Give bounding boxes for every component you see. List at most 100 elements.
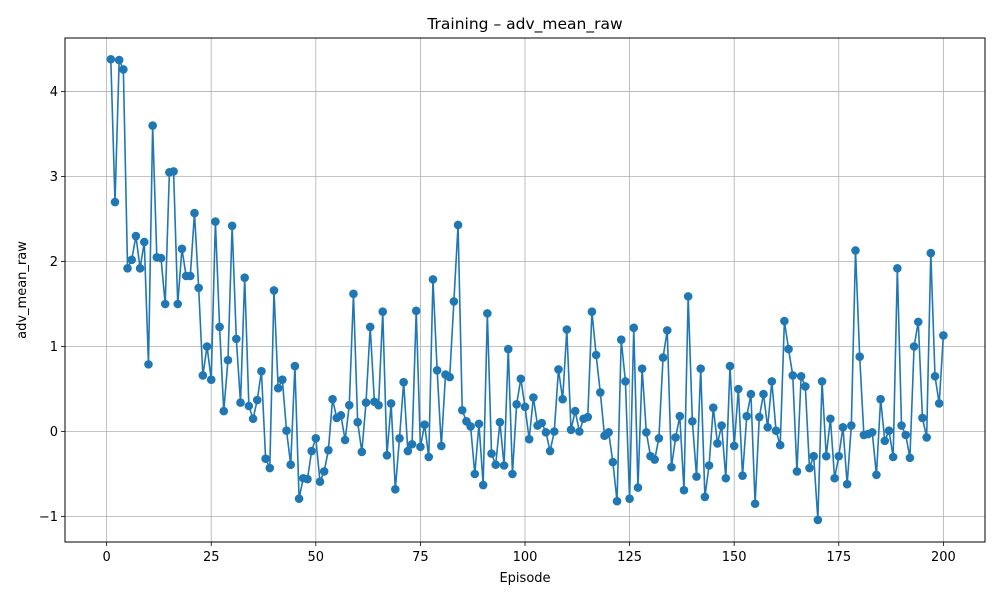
data-point <box>842 479 852 489</box>
data-point <box>796 371 806 381</box>
data-point <box>545 446 555 456</box>
data-point <box>855 352 864 362</box>
data-point <box>721 473 731 483</box>
data-point <box>591 350 601 360</box>
data-point <box>453 220 463 230</box>
data-point <box>775 440 785 450</box>
data-point <box>190 208 199 218</box>
data-point <box>353 417 362 427</box>
data-point <box>395 434 404 443</box>
data-point <box>608 457 618 467</box>
data-point <box>202 342 212 351</box>
data-point <box>432 366 442 375</box>
data-point <box>549 427 559 436</box>
data-point <box>913 317 923 327</box>
data-point <box>616 335 626 345</box>
data-point <box>738 471 747 481</box>
data-point <box>303 474 312 484</box>
data-point <box>457 405 467 415</box>
data-point <box>813 515 823 525</box>
data-point <box>930 371 940 381</box>
data-point <box>173 299 183 309</box>
x-tick-label: 0 <box>102 550 110 565</box>
data-point <box>248 414 258 424</box>
data-point <box>407 439 417 449</box>
data-point <box>587 307 597 316</box>
data-point <box>834 451 844 461</box>
data-point <box>324 445 333 455</box>
data-point <box>478 480 488 490</box>
data-point <box>688 417 697 426</box>
data-point <box>847 421 856 430</box>
data-point <box>784 344 793 354</box>
data-point <box>416 442 425 452</box>
data-point <box>683 292 693 301</box>
data-point <box>437 441 446 451</box>
y-tick-label: 4 <box>50 85 58 100</box>
x-tick-label: 100 <box>513 550 538 565</box>
data-point <box>742 411 752 421</box>
data-point <box>662 326 672 335</box>
data-point <box>792 467 802 476</box>
data-point <box>361 398 371 407</box>
data-point <box>922 433 931 442</box>
data-point <box>491 460 501 469</box>
data-point <box>625 494 634 503</box>
data-point <box>570 406 580 416</box>
x-tick-label: 150 <box>722 550 747 565</box>
data-point <box>529 393 538 402</box>
data-point <box>261 454 270 464</box>
data-point <box>449 297 459 306</box>
data-point <box>211 217 220 226</box>
data-point <box>186 271 195 281</box>
data-point <box>198 371 208 380</box>
data-point <box>654 434 664 443</box>
data-point <box>148 121 157 130</box>
y-tick-label: −1 <box>39 510 58 525</box>
data-point <box>759 389 768 399</box>
data-point <box>821 451 831 461</box>
data-point <box>169 167 178 176</box>
data-point <box>139 237 149 247</box>
data-point <box>897 421 906 430</box>
data-point <box>219 406 229 416</box>
data-point <box>131 231 141 241</box>
data-point <box>328 394 337 404</box>
data-point <box>734 384 743 394</box>
data-point <box>374 400 383 410</box>
data-point <box>319 467 329 476</box>
y-tick-label: 0 <box>50 425 58 440</box>
data-point <box>596 388 605 397</box>
data-point <box>144 360 153 369</box>
data-point <box>725 361 735 371</box>
data-point <box>110 197 120 207</box>
data-point <box>788 371 798 380</box>
data-point <box>265 463 275 473</box>
data-point <box>508 469 517 479</box>
data-point <box>495 417 505 427</box>
data-point <box>708 403 718 413</box>
data-point <box>729 441 739 451</box>
data-point <box>934 399 944 408</box>
data-point <box>713 439 722 448</box>
x-tick-label: 200 <box>931 550 956 565</box>
data-point <box>801 382 810 391</box>
data-point <box>637 364 647 373</box>
data-point <box>503 344 513 354</box>
x-tick-label: 75 <box>412 550 429 565</box>
data-point <box>336 411 346 420</box>
data-point <box>269 286 279 295</box>
data-point <box>127 255 137 265</box>
x-tick-label: 175 <box>826 550 851 565</box>
data-point <box>240 273 249 282</box>
data-point <box>365 322 375 332</box>
data-point <box>512 400 521 409</box>
data-point <box>771 426 781 435</box>
data-point <box>575 427 584 436</box>
data-point <box>884 426 894 435</box>
data-point <box>466 422 475 431</box>
data-point <box>278 375 287 384</box>
data-point <box>905 453 915 463</box>
data-point <box>939 331 948 340</box>
data-point <box>893 264 902 273</box>
